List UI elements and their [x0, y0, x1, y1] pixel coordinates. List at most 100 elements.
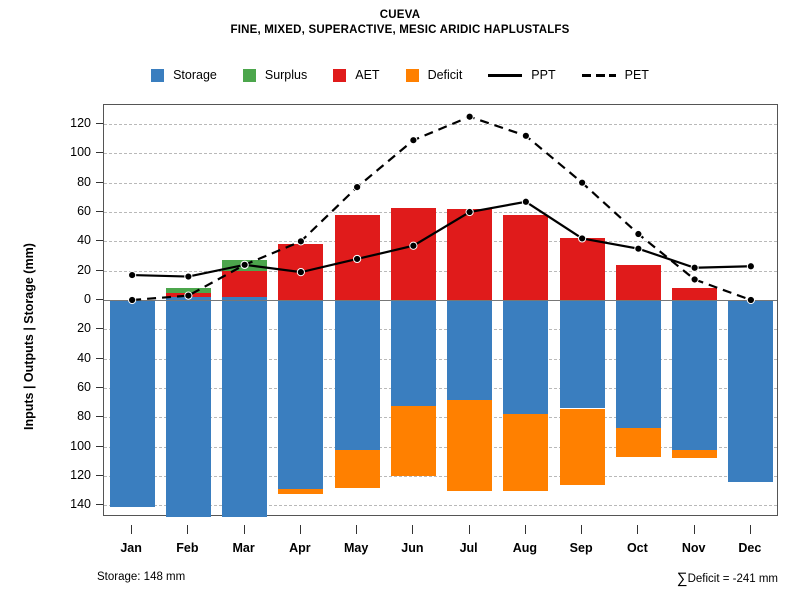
- legend-item-storage[interactable]: Storage: [151, 68, 217, 82]
- bar-segment-deficit[interactable]: [334, 449, 380, 488]
- deficit-note-text: Deficit = -241 mm: [687, 573, 778, 585]
- bar-group-jun[interactable]: [390, 105, 436, 515]
- x-axis-tick-label-nov: Nov: [681, 541, 706, 555]
- legend-item-ppt[interactable]: PPT: [488, 68, 556, 82]
- legend-swatch-surplus-icon: [242, 68, 256, 82]
- bar-segment-deficit[interactable]: [559, 408, 605, 485]
- y-axis-tick-mark: [96, 269, 103, 271]
- plot-area: [103, 104, 778, 517]
- bar-segment-aet[interactable]: [165, 292, 211, 298]
- bar-segment-storage[interactable]: [165, 300, 211, 517]
- legend-item-aet[interactable]: AET: [333, 68, 380, 82]
- bar-segment-deficit[interactable]: [390, 405, 436, 476]
- bar-segment-storage[interactable]: [222, 300, 268, 517]
- y-axis-tick-mark: [96, 445, 103, 447]
- bar-segment-surplus[interactable]: [165, 288, 211, 293]
- bar-segment-storage[interactable]: [278, 300, 324, 490]
- bar-segment-deficit[interactable]: [278, 489, 324, 494]
- bar-group-mar[interactable]: [222, 105, 268, 517]
- legend-label: Surplus: [264, 68, 308, 82]
- deficit-note: ∑Deficit = -241 mm: [677, 570, 778, 587]
- bar-group-apr[interactable]: [278, 105, 324, 515]
- gridline: [104, 446, 777, 448]
- bar-segment-aet[interactable]: [334, 214, 380, 300]
- bar-segment-aet[interactable]: [390, 207, 436, 300]
- legend-label: Storage: [173, 68, 217, 82]
- bar-segment-storage[interactable]: [728, 300, 774, 482]
- bar-segment-aet[interactable]: [278, 244, 324, 300]
- y-axis-tick-mark: [96, 504, 103, 506]
- gridline: [104, 505, 777, 507]
- bar-segment-storage[interactable]: [109, 300, 155, 507]
- x-axis-tick-mark: [637, 525, 639, 534]
- bar-group-jan[interactable]: [109, 105, 155, 515]
- x-axis-tick-mark: [693, 525, 695, 534]
- y-axis-tick-mark: [96, 211, 103, 213]
- bar-segment-aet[interactable]: [503, 214, 549, 300]
- bar-group-feb[interactable]: [165, 105, 211, 517]
- bar-segment-aet[interactable]: [672, 288, 718, 300]
- bar-segment-surplus[interactable]: [222, 260, 268, 271]
- x-axis-tick-label-aug: Aug: [512, 541, 538, 555]
- chart-subtitle: FINE, MIXED, SUPERACTIVE, MESIC ARIDIC H…: [230, 24, 570, 36]
- y-axis-tick-label: 80: [77, 409, 91, 424]
- x-axis-tick-label-dec: Dec: [738, 541, 762, 555]
- bar-segment-storage[interactable]: [672, 300, 718, 450]
- x-axis-tick-label-feb: Feb: [176, 541, 199, 555]
- bar-segment-storage[interactable]: [615, 300, 661, 428]
- bar-segment-storage[interactable]: [503, 300, 549, 415]
- legend-label: Deficit: [427, 68, 463, 82]
- bar-group-aug[interactable]: [503, 105, 549, 515]
- bar-segment-storage[interactable]: [334, 300, 380, 450]
- bar-group-nov[interactable]: [672, 105, 718, 515]
- bar-segment-storage[interactable]: [559, 300, 605, 409]
- x-axis-tick-mark: [524, 525, 526, 534]
- bar-group-jul[interactable]: [447, 105, 493, 515]
- bar-segment-aet[interactable]: [615, 264, 661, 300]
- y-axis-tick-mark: [96, 240, 103, 242]
- bar-segment-deficit[interactable]: [447, 399, 493, 491]
- y-axis-tick-label: 100: [70, 438, 91, 453]
- y-axis-tick-mark: [96, 123, 103, 125]
- legend-item-pet[interactable]: PET: [581, 68, 649, 82]
- bar-group-dec[interactable]: [728, 105, 774, 515]
- legend-item-deficit[interactable]: Deficit: [405, 68, 463, 82]
- legend-item-surplus[interactable]: Surplus: [242, 68, 308, 82]
- bar-group-oct[interactable]: [615, 105, 661, 515]
- y-axis-tick-label: 20: [77, 321, 91, 336]
- sigma-icon: ∑: [676, 570, 688, 587]
- bar-group-may[interactable]: [334, 105, 380, 515]
- y-axis-tick-label: 120: [70, 467, 91, 482]
- y-axis-tick-label: 40: [77, 350, 91, 365]
- x-axis-tick-label-jul: Jul: [459, 541, 478, 555]
- bar-segment-aet[interactable]: [447, 209, 493, 300]
- bar-group-sep[interactable]: [559, 105, 605, 515]
- y-axis-tick-mark: [96, 357, 103, 359]
- y-axis-tick-label: 80: [77, 174, 91, 189]
- y-axis-label: Inputs | Outputs | Storage (mm): [22, 243, 36, 430]
- storage-note: Storage: 148 mm: [97, 571, 186, 583]
- chart-title: CUEVA: [379, 9, 421, 21]
- y-axis-tick-label: 40: [77, 233, 91, 248]
- bar-segment-deficit[interactable]: [672, 449, 718, 459]
- x-axis-tick-label-may: May: [343, 541, 369, 555]
- x-axis-tick-label-jan: Jan: [120, 541, 142, 555]
- y-axis-tick-mark: [96, 386, 103, 388]
- y-axis-tick-label: 20: [77, 262, 91, 277]
- legend-label: PET: [624, 68, 649, 82]
- x-axis-tick-mark: [356, 525, 358, 534]
- bar-segment-deficit[interactable]: [615, 427, 661, 457]
- x-axis-tick-label-sep: Sep: [569, 541, 593, 555]
- chart-legend: Storage Surplus AET Deficit PPT PET: [0, 68, 800, 82]
- bar-segment-aet[interactable]: [559, 238, 605, 300]
- bar-segment-storage[interactable]: [390, 300, 436, 406]
- gridline: [104, 329, 777, 331]
- bar-segment-aet[interactable]: [222, 270, 268, 298]
- y-axis-tick-mark: [96, 299, 103, 300]
- x-axis-tick-mark: [243, 525, 245, 534]
- bar-segment-storage[interactable]: [447, 300, 493, 400]
- y-axis-tick-label: 140: [70, 497, 91, 512]
- bar-segment-deficit[interactable]: [503, 414, 549, 491]
- y-axis-tick-label: 60: [77, 379, 91, 394]
- y-axis-tick-label: 0: [84, 292, 91, 306]
